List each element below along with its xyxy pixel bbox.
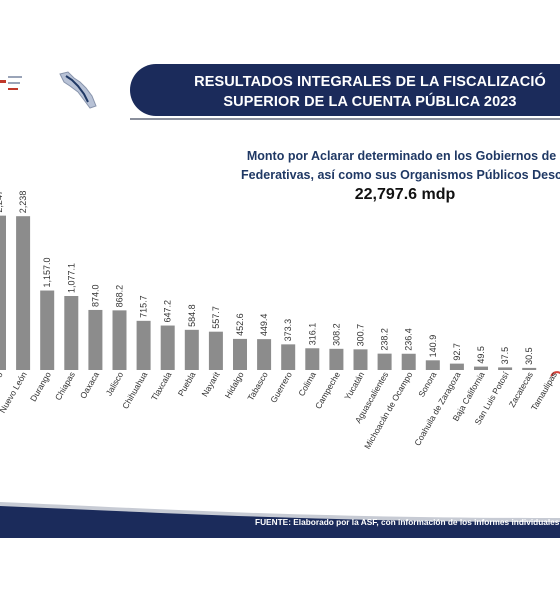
bar-1: [16, 216, 31, 370]
category-label-1: Nuevo León: [0, 370, 29, 415]
data-label-2: 1,157.0: [42, 257, 52, 287]
data-label-8: 584.8: [187, 304, 197, 327]
highlight-marker-23: [550, 371, 560, 377]
subtitle-line2: Federativas, así como sus Organismos Púb…: [241, 168, 560, 182]
category-label-4: Oaxaca: [78, 370, 101, 401]
footer-band: [0, 502, 560, 538]
bar-22: [522, 367, 537, 370]
report-title-line1: RESULTADOS INTEGRALES DE LA FISCALIZACIÓ: [194, 74, 546, 90]
data-label-5: 868.2: [115, 285, 125, 308]
bar-4: [88, 309, 103, 370]
data-label-20: 49.5: [476, 346, 486, 364]
bar-8: [184, 329, 199, 370]
bar-18: [425, 360, 440, 370]
data-label-1: 2,238.9: [18, 190, 28, 213]
category-label-10: Hidalgo: [223, 370, 246, 400]
data-label-7: 647.2: [163, 300, 173, 323]
category-label-13: Colima: [296, 370, 318, 398]
bar-9: [208, 331, 223, 370]
bar-6: [136, 320, 151, 370]
data-label-6: 715.7: [139, 295, 149, 318]
asf-logo-icon: [0, 71, 97, 109]
title-underline: [130, 118, 560, 120]
subtitle-line1: Monto por Aclarar determinado en los Gob…: [246, 149, 560, 163]
data-label-9: 557.7: [211, 306, 221, 329]
bar-15: [353, 349, 368, 370]
bar-13: [305, 348, 320, 370]
data-label-11: 449.4: [259, 314, 269, 337]
data-label-18: 140.9: [428, 335, 438, 358]
category-label-15: Yucatán: [342, 370, 366, 402]
category-label-18: Sonora: [416, 370, 439, 399]
bar-20: [474, 366, 488, 370]
data-label-4: 874.0: [90, 284, 100, 307]
logo-area: [0, 62, 120, 117]
bar-11: [257, 339, 272, 370]
category-label-12: Guerrero: [268, 370, 294, 405]
data-label-17: 236.4: [404, 328, 414, 351]
category-label-9: Nayarit: [200, 369, 222, 398]
bar-12: [281, 344, 296, 370]
data-label-10: 452.6: [235, 313, 245, 336]
bar-21: [498, 367, 513, 370]
slide-top-margin: [0, 0, 560, 20]
chart-subtitle: Monto por Aclarar determinado en los Gob…: [170, 147, 560, 204]
data-label-14: 308.2: [331, 323, 341, 346]
data-label-19: 92.7: [452, 343, 462, 361]
bar-19: [449, 363, 464, 370]
title-band: RESULTADOS INTEGRALES DE LA FISCALIZACIÓ…: [130, 64, 560, 116]
bottom-margin: [0, 540, 560, 600]
bar-10: [233, 338, 247, 370]
data-label-3: 1,077.1: [66, 263, 76, 293]
data-label-15: 300.7: [356, 324, 366, 347]
report-title-line2: SUPERIOR DE LA CUENTA PÚBLICA 2023: [223, 94, 517, 110]
category-label-0: México: [0, 370, 5, 399]
bar-17: [401, 353, 416, 370]
data-label-22: 30.5: [524, 347, 534, 365]
category-label-8: Puebla: [176, 370, 198, 398]
category-label-3: Chiapas: [53, 370, 77, 402]
category-label-5: Jalisco: [104, 370, 126, 398]
bar-3: [64, 296, 79, 370]
bar-2: [40, 290, 55, 370]
footer-source: FUENTE: Elaborado por la ASF, con inform…: [255, 517, 560, 527]
bar-7: [160, 325, 175, 370]
bar-5: [112, 310, 127, 370]
bar-14: [329, 348, 344, 370]
data-label-12: 373.3: [283, 319, 293, 342]
data-label-16: 238.2: [380, 328, 390, 351]
category-label-11: Tabasco: [245, 370, 270, 403]
data-label-0: 2,247.0: [0, 190, 4, 213]
data-label-21: 37.5: [500, 347, 510, 365]
data-label-13: 316.1: [307, 323, 317, 346]
bar-chart: 2,247.0 México 2,238.9 Nuevo León 1,157.0 Dur…: [0, 190, 560, 451]
bar-0: [0, 215, 6, 370]
category-label-7: Tlaxcala: [149, 370, 174, 403]
bar-16: [377, 353, 392, 370]
category-label-2: Durango: [28, 370, 53, 403]
subtitle-total: 22,797.6 mdp: [354, 186, 456, 203]
